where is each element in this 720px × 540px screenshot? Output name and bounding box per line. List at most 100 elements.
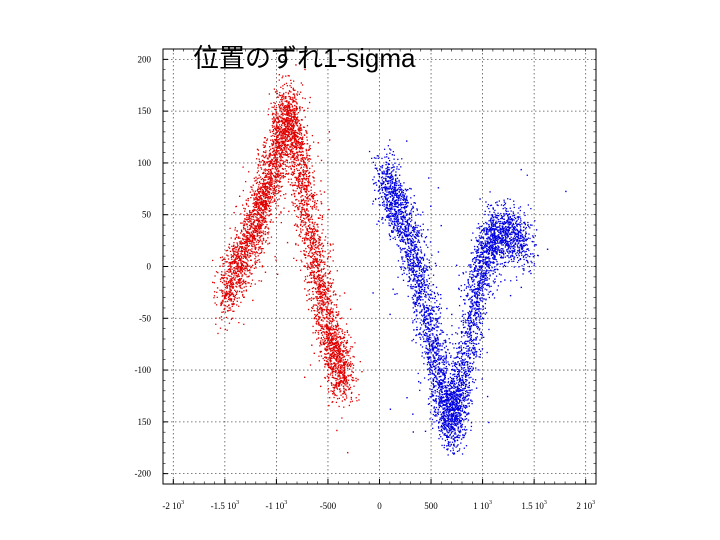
scatter-point [246, 241, 248, 243]
scatter-point [290, 86, 292, 89]
scatter-point [311, 255, 314, 257]
scatter-point [348, 384, 351, 386]
scatter-point [291, 182, 293, 184]
scatter-point [262, 189, 264, 192]
scatter-point [261, 250, 263, 252]
scatter-point [277, 96, 279, 98]
scatter-point [274, 102, 276, 105]
scatter-point [315, 304, 318, 306]
scatter-point [265, 207, 267, 209]
scatter-point [221, 277, 223, 279]
scatter-point [275, 163, 277, 165]
scatter-point [318, 293, 320, 295]
scatter-point [332, 318, 334, 320]
scatter-point [317, 337, 320, 339]
scatter-point [275, 149, 278, 151]
scatter-point [307, 210, 309, 212]
scatter-point [322, 294, 324, 296]
scatter-point [244, 241, 247, 244]
scatter-point [279, 174, 281, 176]
scatter-point [262, 221, 264, 223]
scatter-point [300, 221, 302, 223]
scatter-point [257, 149, 259, 151]
scatter-outlier [251, 245, 253, 247]
scatter-point [263, 146, 265, 149]
scatter-point [290, 117, 293, 119]
scatter-point [255, 202, 257, 204]
scatter-point [295, 120, 297, 123]
scatter-point [331, 362, 333, 365]
scatter-point [329, 353, 331, 356]
scatter-point [280, 138, 282, 140]
scatter-point [251, 233, 254, 236]
scatter-outlier [292, 88, 295, 91]
scatter-point [344, 334, 346, 336]
scatter-point [309, 247, 311, 249]
scatter-point [253, 227, 256, 229]
scatter-point [317, 260, 319, 263]
scatter-point [258, 199, 260, 201]
scatter-point [320, 303, 322, 305]
scatter-point [287, 127, 289, 129]
scatter-point [247, 260, 249, 262]
scatter-point [234, 289, 236, 291]
scatter-point [245, 199, 247, 201]
scatter-point [313, 280, 315, 282]
scatter-point [334, 374, 337, 376]
scatter-point [331, 332, 334, 335]
scatter-point [310, 297, 313, 299]
scatter-point [286, 104, 289, 106]
scatter-point [350, 392, 353, 394]
scatter-point [339, 377, 342, 379]
scatter-point [319, 244, 321, 246]
scatter-point [246, 226, 249, 228]
scatter-point [290, 130, 292, 132]
scatter-outlier [260, 280, 263, 282]
scatter-point [312, 261, 315, 263]
scatter-point [266, 176, 268, 178]
scatter-point [243, 272, 246, 274]
scatter-point [307, 252, 310, 255]
scatter-point [265, 182, 267, 184]
scatter-point [279, 156, 281, 158]
scatter-point [313, 242, 315, 244]
scatter-point [329, 356, 331, 358]
scatter-point [324, 363, 327, 365]
scatter-point [322, 341, 324, 343]
scatter-point [264, 220, 267, 222]
scatter-point [237, 263, 239, 265]
scatter-point [257, 199, 259, 201]
scatter-point [316, 299, 319, 302]
scatter-point [236, 242, 238, 244]
scatter-point [303, 250, 305, 252]
scatter-point [263, 161, 266, 164]
scatter-point [346, 381, 348, 383]
scatter-point [331, 384, 333, 387]
scatter-point [389, 191, 391, 193]
scatter-point [274, 139, 277, 141]
scatter-point [306, 166, 308, 168]
scatter-outlier [298, 185, 300, 187]
scatter-point [339, 338, 341, 340]
scatter-point [327, 338, 330, 340]
scatter-point [301, 164, 303, 166]
scatter-point [299, 136, 301, 139]
scatter-point [345, 380, 348, 382]
scatter-point [335, 317, 337, 319]
scatter-point [227, 268, 230, 271]
scatter-point [397, 197, 400, 200]
scatter-point [298, 144, 300, 146]
scatter-point [243, 323, 245, 325]
scatter-point [309, 167, 311, 170]
scatter-point [314, 304, 316, 306]
scatter-point [244, 256, 246, 258]
scatter-point [316, 287, 319, 289]
scatter-point [280, 146, 283, 148]
scatter-point [264, 187, 266, 189]
scatter-point [247, 199, 249, 202]
scatter-point [267, 198, 269, 200]
scatter-point [342, 393, 344, 395]
scatter-point [324, 324, 326, 326]
scatter-point [240, 269, 242, 271]
scatter-point [339, 371, 341, 374]
